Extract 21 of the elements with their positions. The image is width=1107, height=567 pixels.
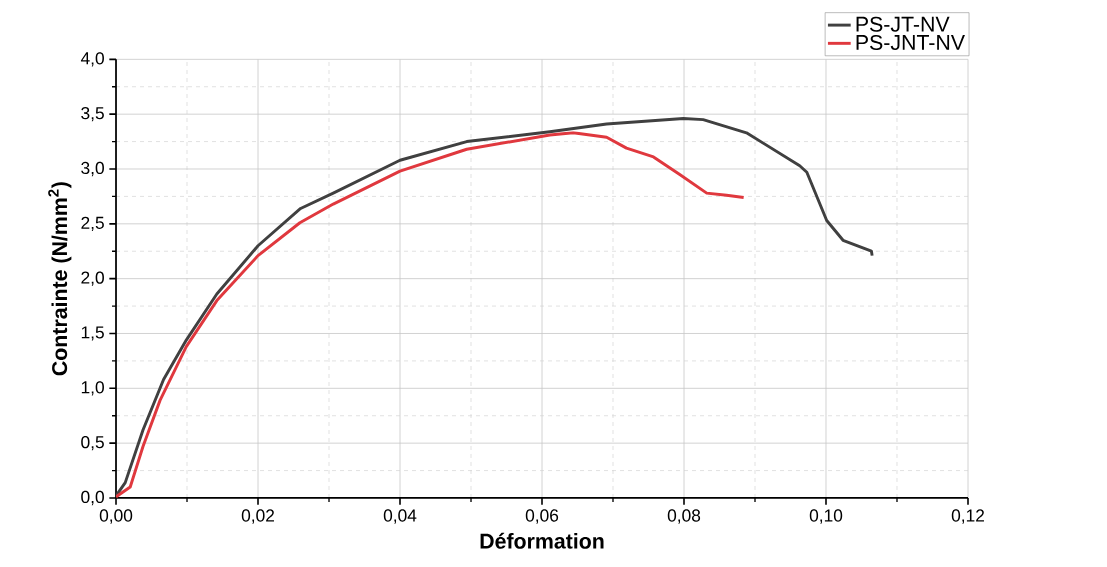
x-tick-label: 0,00 [99, 509, 133, 524]
x-tick-label: 0,06 [525, 509, 559, 524]
legend-label: PS-JNT-NV [856, 34, 965, 50]
x-tick-label: 0,08 [667, 509, 701, 524]
y-tick-label: 3,5 [81, 106, 104, 122]
y-axis-title: Contrainte (N/mm$^{2}$) [48, 182, 72, 376]
y-tick-label: 0,0 [81, 490, 104, 506]
x-tick-label: 0,04 [383, 509, 417, 524]
y-tick-label: 1,0 [81, 381, 104, 396]
x-tick-label: 0,02 [241, 509, 274, 524]
legend-label: PS-JT-NV [856, 16, 950, 32]
x-tick-label: 0,12 [951, 509, 984, 524]
y-tick-label: 0,5 [81, 435, 104, 451]
x-axis-title: Déformation [480, 532, 604, 549]
y-tick-label: 3,0 [81, 161, 104, 177]
y-tick-label: 1,5 [81, 326, 104, 341]
y-tick-label: 4,0 [80, 52, 104, 67]
x-tick-label: 0,10 [809, 509, 843, 524]
y-tick-label: 2,0 [81, 271, 104, 286]
line-series [116, 131, 746, 498]
y-tick-label: 2,5 [81, 216, 104, 231]
